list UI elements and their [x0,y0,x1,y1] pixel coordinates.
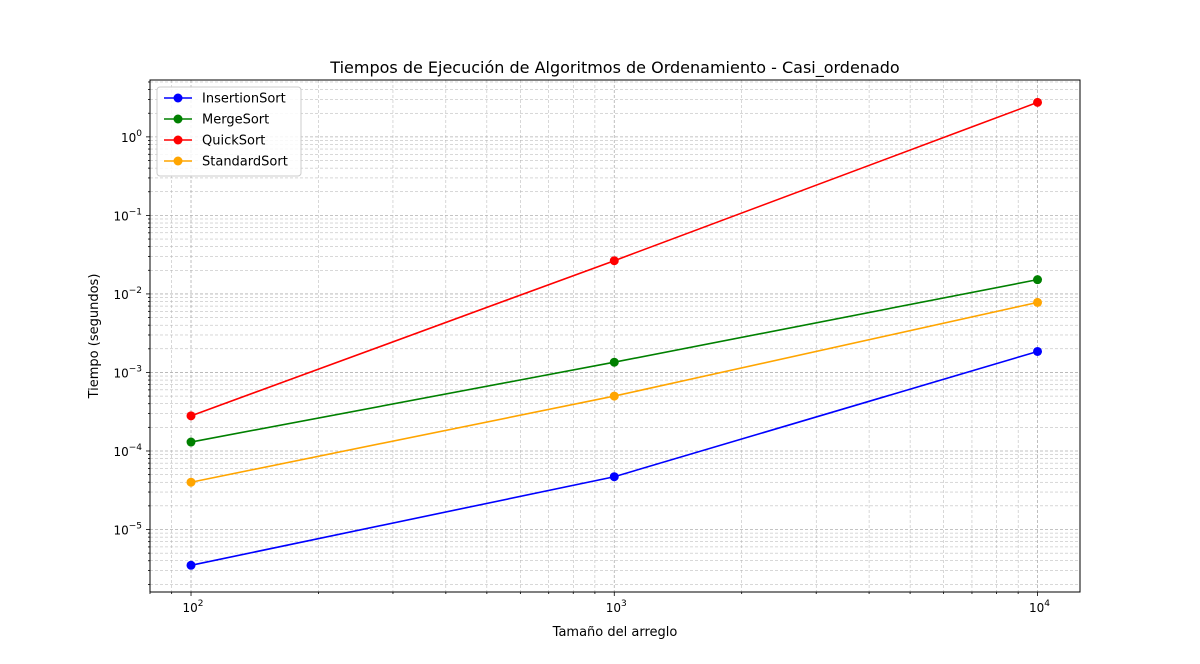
y-tick-label: 10−2 [113,286,142,302]
data-point [1033,97,1043,107]
data-point [186,411,196,421]
x-tick-label: 103 [606,599,627,615]
data-point [609,256,619,266]
data-point [1033,275,1043,285]
data-point [186,437,196,447]
grid [149,80,1080,592]
legend-box [156,86,302,177]
y-tick-label: 100 [121,129,142,145]
x-tick-label: 102 [183,599,204,615]
chart-title: Tiempos de Ejecución de Algoritmos de Or… [329,58,899,78]
series-quicksort [186,97,1043,421]
data-point [186,560,196,570]
plot-frame [149,79,1081,593]
x-axis-label: Tamaño del arreglo [552,625,678,640]
series-insertionsort [186,346,1043,570]
data-point [1033,346,1043,356]
legend-marker [173,156,183,166]
legend-marker [173,114,183,124]
series-mergesort [186,275,1043,447]
y-tick-label: 10−3 [113,364,142,380]
ticks: 102 103 104 10−5 10−4 10−3 10−2 10−1 100 [113,81,1050,615]
legend: InsertionSort MergeSort QuickSort StandardS… [156,86,302,177]
legend-label: StandardSort [202,155,288,170]
data-point [609,391,619,401]
x-tick-label: 104 [1029,599,1050,615]
y-tick-label: 10−5 [113,522,142,538]
data-point [1033,297,1043,307]
legend-label: InsertionSort [202,92,286,107]
data-point [609,357,619,367]
legend-label: QuickSort [202,134,265,149]
legend-marker [173,135,183,145]
y-tick-label: 10−1 [113,207,142,223]
data-point [609,472,619,482]
y-tick-label: 10−4 [113,443,142,459]
legend-label: MergeSort [202,113,269,128]
series-layer [186,97,1043,570]
legend-marker [173,93,183,103]
series-standardsort [186,297,1043,487]
data-point [186,477,196,487]
y-axis-label: Tiempo (segundos) [87,274,102,400]
